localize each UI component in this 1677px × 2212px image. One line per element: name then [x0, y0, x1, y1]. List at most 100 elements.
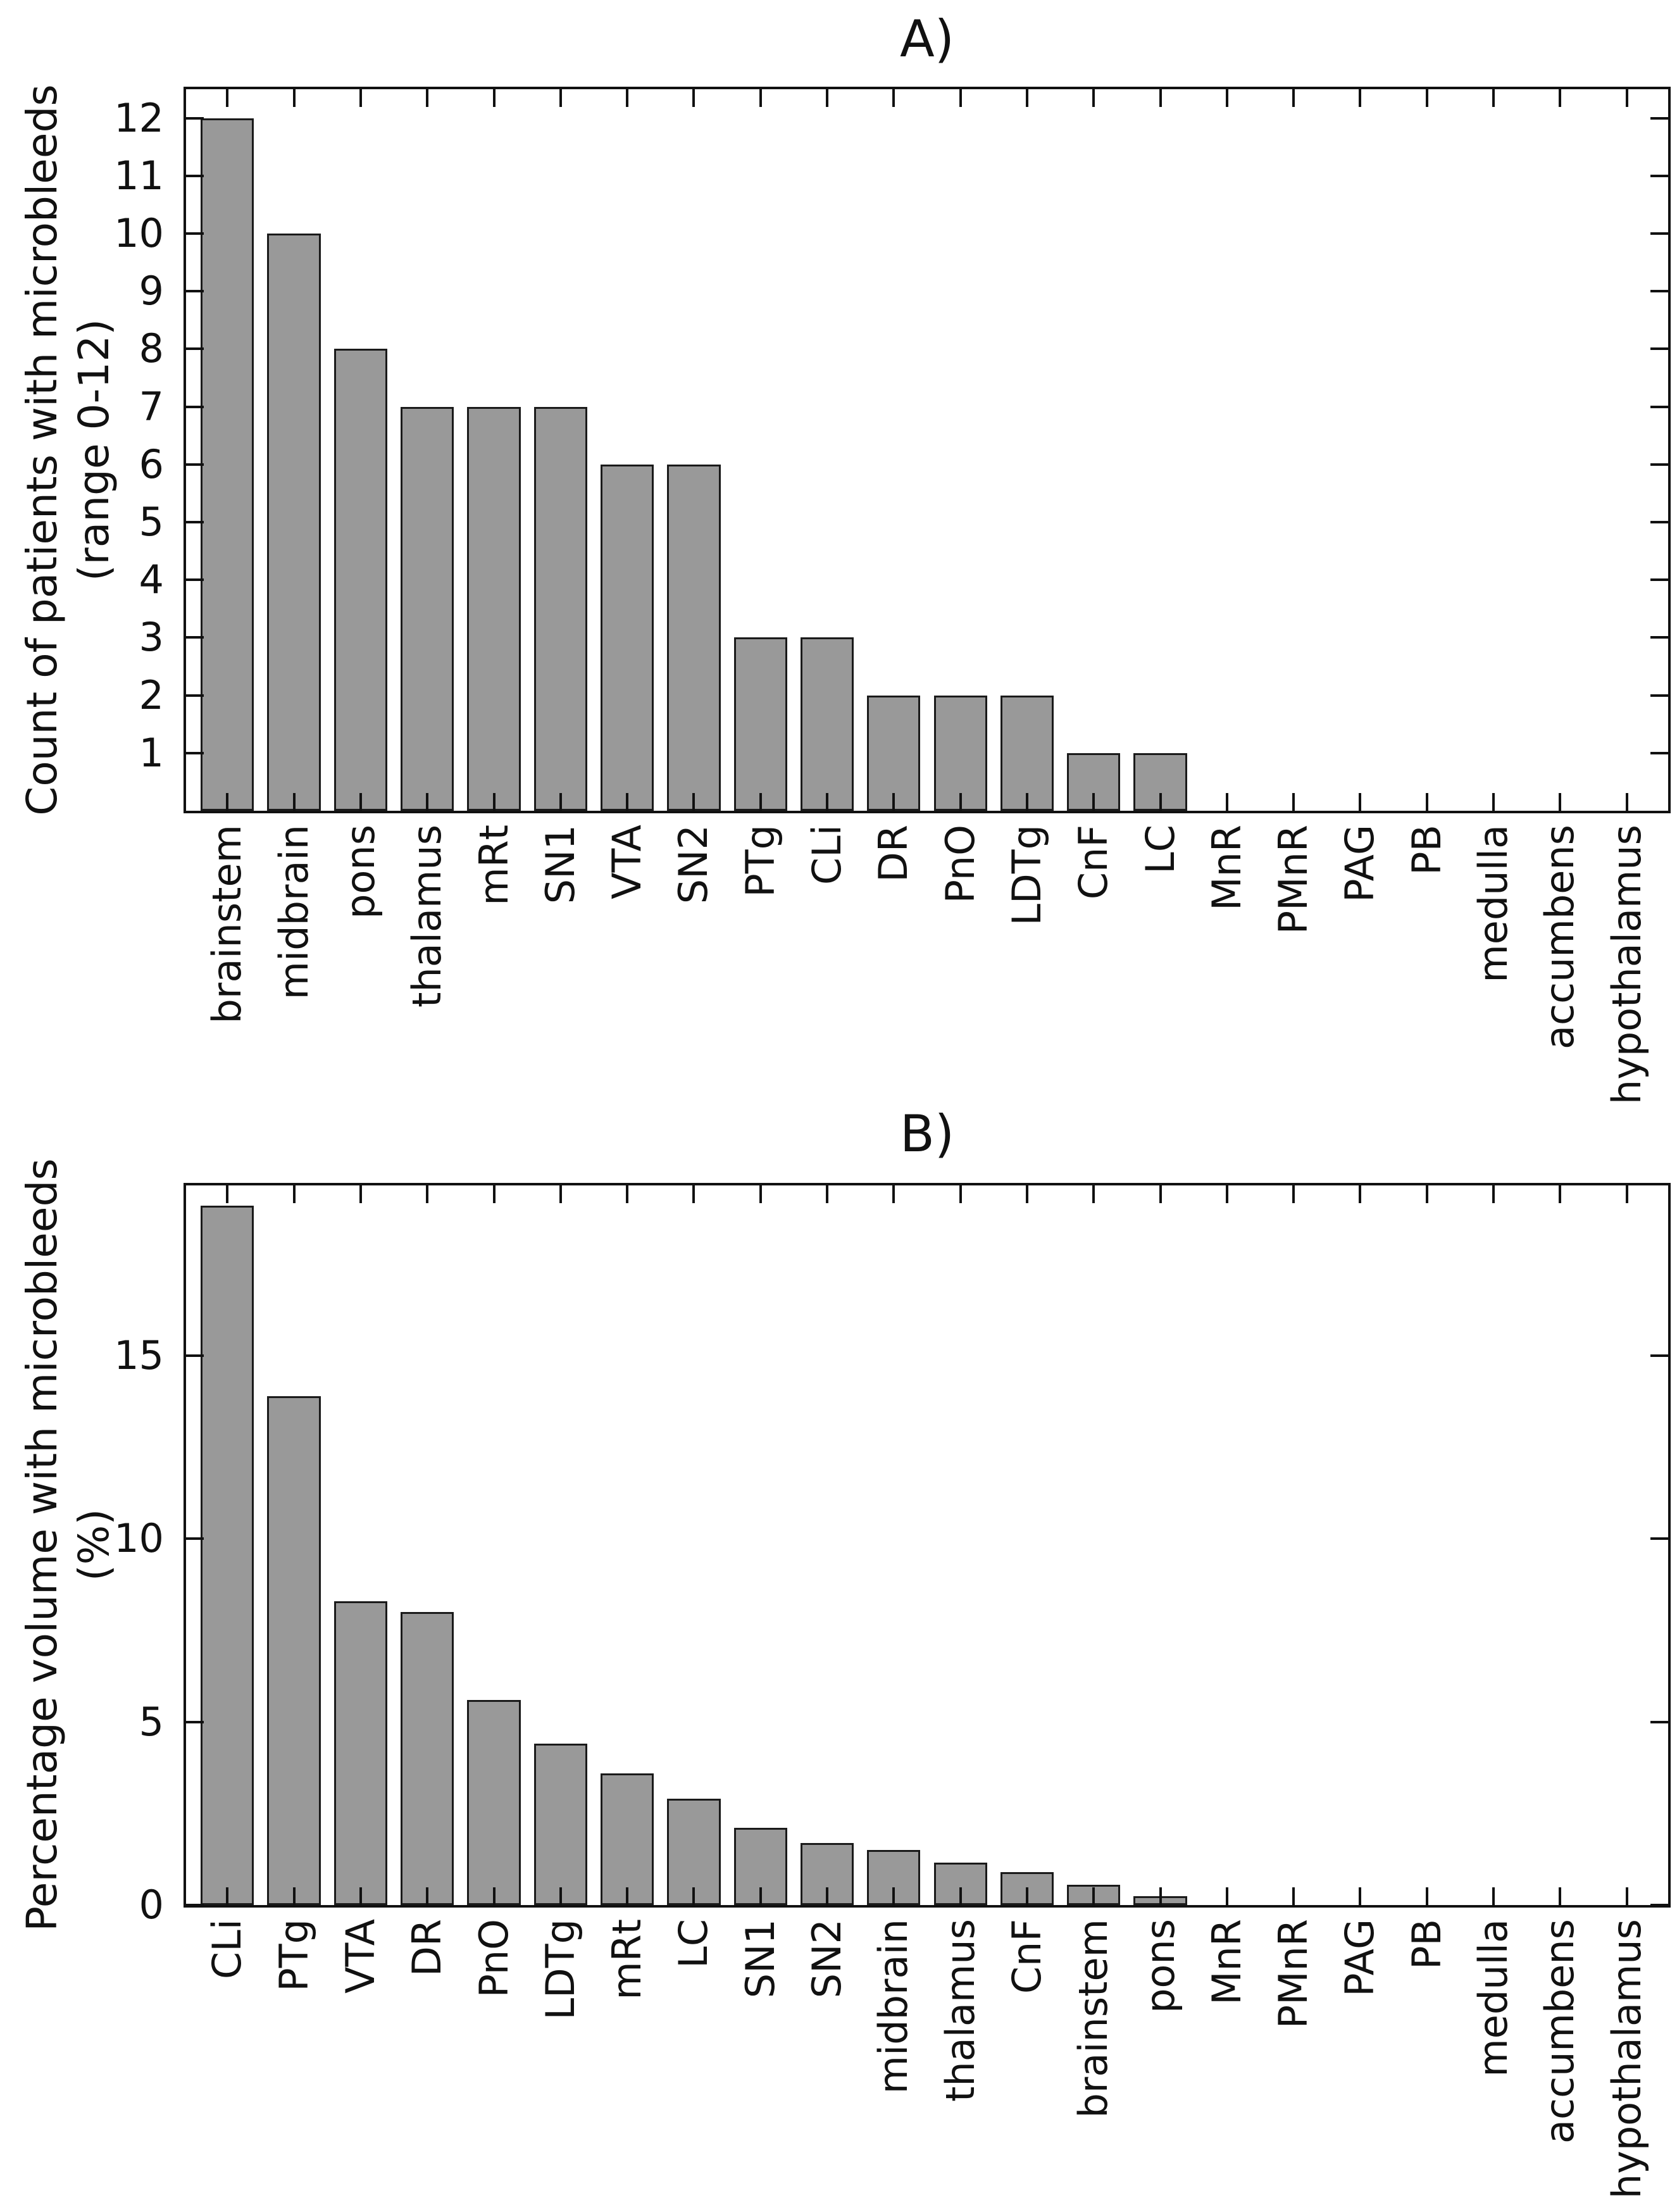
x-tick-label: accumbens: [1537, 1919, 1583, 2144]
panel-a-title: A): [900, 9, 954, 68]
x-tick-bottom: [1625, 793, 1628, 811]
bar-SN2: [667, 464, 721, 811]
y-tick-right: [1650, 1720, 1668, 1723]
x-tick-bottom: [959, 1887, 962, 1905]
x-tick-bottom: [1092, 793, 1095, 811]
y-tick-left: [186, 290, 204, 293]
bar-PTg: [267, 1396, 321, 1905]
bar-CLi: [201, 1205, 254, 1905]
x-tick-bottom: [1492, 793, 1495, 811]
x-tick-top: [759, 89, 762, 107]
x-tick-top: [426, 1185, 429, 1203]
x-tick-label: PAG: [1337, 825, 1383, 903]
y-tick-right: [1650, 578, 1668, 582]
x-tick-label: PnO: [937, 825, 983, 904]
x-tick-bottom: [1625, 1887, 1628, 1905]
x-tick-bottom: [1225, 793, 1228, 811]
x-tick-top: [1092, 89, 1095, 107]
x-tick-top: [626, 89, 629, 107]
x-tick-label: hypothalamus: [1603, 825, 1650, 1105]
x-tick-top: [759, 1185, 762, 1203]
x-tick-bottom: [759, 1887, 762, 1905]
x-tick-bottom: [426, 793, 429, 811]
x-tick-bottom: [1159, 1887, 1162, 1905]
x-tick-top: [492, 89, 496, 107]
x-tick-bottom: [226, 1887, 229, 1905]
x-tick-label: PB: [1403, 1919, 1450, 1970]
y-tick-left: [186, 1720, 204, 1723]
x-tick-bottom: [1559, 1887, 1562, 1905]
y-tick-left: [186, 405, 204, 408]
bar-thalamus: [401, 406, 454, 811]
y-tick-right: [1650, 694, 1668, 697]
y-tick-right: [1650, 521, 1668, 523]
x-tick-bottom: [826, 1887, 829, 1905]
bar-CLi: [800, 637, 854, 811]
x-tick-label: VTA: [604, 825, 651, 899]
x-tick-label: mRt: [470, 825, 517, 906]
x-tick-label: medulla: [1470, 1919, 1517, 2077]
y-tick-left: [186, 463, 204, 466]
bar-VTA: [601, 464, 654, 811]
x-tick-top: [1625, 1185, 1628, 1203]
x-tick-bottom: [626, 793, 629, 811]
y-tick-right: [1650, 347, 1668, 351]
x-tick-bottom: [1359, 1887, 1362, 1905]
x-tick-label: PTg: [737, 825, 783, 897]
y-tick-label: 11: [114, 152, 164, 199]
x-tick-top: [426, 89, 429, 107]
x-tick-label: LDTg: [537, 1919, 583, 2020]
x-tick-label: DR: [404, 1919, 451, 1977]
y-tick-label: 6: [139, 441, 164, 487]
x-tick-top: [1159, 89, 1162, 107]
x-tick-top: [1359, 89, 1362, 107]
x-tick-top: [1492, 1185, 1495, 1203]
x-tick-top: [1492, 89, 1495, 107]
x-tick-label: SN1: [537, 825, 583, 904]
x-tick-top: [492, 1185, 496, 1203]
x-tick-bottom: [1092, 1887, 1095, 1905]
x-tick-label: LC: [670, 1919, 717, 1968]
x-tick-top: [1292, 1185, 1295, 1203]
panel-b-title: B): [899, 1104, 955, 1163]
x-tick-label: LC: [1137, 825, 1183, 874]
x-tick-bottom: [559, 1887, 562, 1905]
x-tick-bottom: [292, 793, 296, 811]
y-tick-left: [186, 1537, 204, 1540]
x-tick-bottom: [626, 1887, 629, 1905]
bar-brainstem: [201, 118, 254, 811]
bar-SN1: [733, 1828, 787, 1905]
bar-SN1: [533, 406, 587, 811]
x-tick-label: CLi: [804, 825, 851, 885]
x-tick-top: [1359, 1185, 1362, 1203]
x-tick-bottom: [226, 793, 229, 811]
x-tick-bottom: [1025, 793, 1028, 811]
x-tick-bottom: [1292, 1887, 1295, 1905]
x-tick-top: [1559, 1185, 1562, 1203]
x-tick-bottom: [359, 793, 362, 811]
x-tick-label: MnR: [1203, 1919, 1250, 2005]
y-tick-left: [186, 232, 204, 235]
x-tick-label: thalamus: [937, 1919, 983, 2102]
x-tick-bottom: [1225, 1887, 1228, 1905]
y-tick-right: [1650, 463, 1668, 466]
x-tick-top: [226, 89, 229, 107]
bar-pons: [334, 349, 387, 811]
x-tick-bottom: [1492, 1887, 1495, 1905]
x-tick-label: MnR: [1203, 825, 1250, 911]
x-tick-top: [359, 89, 362, 107]
x-tick-bottom: [559, 793, 562, 811]
x-tick-bottom: [492, 793, 496, 811]
x-tick-top: [1025, 1185, 1028, 1203]
x-tick-label: accumbens: [1537, 825, 1583, 1049]
x-tick-label: pons: [337, 825, 383, 919]
y-tick-label: 3: [139, 614, 164, 661]
y-tick-right: [1650, 405, 1668, 408]
x-tick-bottom: [1425, 1887, 1428, 1905]
bar-DR: [867, 695, 921, 811]
x-tick-label: SN1: [737, 1919, 783, 1999]
x-tick-top: [559, 89, 562, 107]
x-tick-bottom: [759, 793, 762, 811]
y-tick-left: [186, 174, 204, 177]
